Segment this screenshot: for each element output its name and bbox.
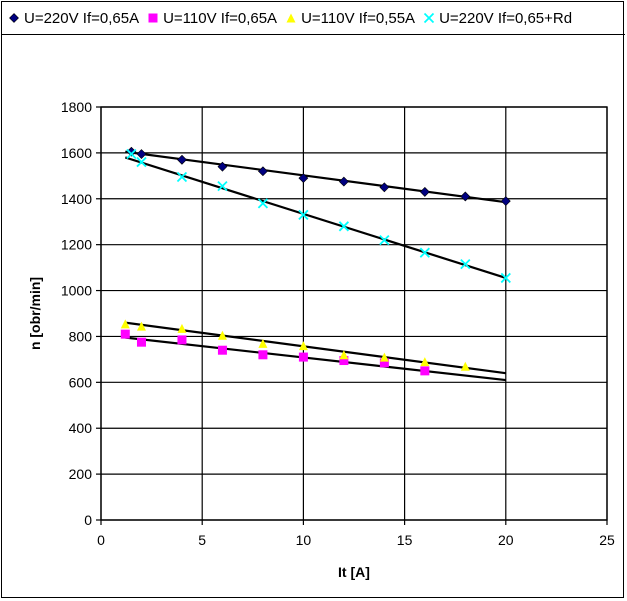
data-point [338,176,349,187]
data-point [339,350,349,360]
data-point [136,321,146,331]
data-point [379,234,390,246]
data-point [177,154,187,165]
x-tick-label: 15 [397,532,413,548]
data-point [460,191,471,202]
x-tick-label: 0 [97,532,105,548]
legend-marker [423,12,435,24]
y-tick-label: 0 [84,512,92,528]
y-tick-label: 1200 [61,237,92,253]
data-point [500,196,511,206]
legend: U=220V If=0,65A U=110V If=0,65A U=110V If=… [2,2,625,35]
data-point [419,247,430,258]
data-point [500,272,511,284]
x-tick-label: 20 [498,532,514,548]
data-point [298,341,308,351]
data-point [419,186,430,197]
legend-item: U=220V If=0,65A [8,10,139,27]
trendline [125,150,506,204]
data-point [257,198,269,209]
x-tick-label: 5 [198,532,206,548]
legend-item: U=110V If=0,65A [147,10,277,27]
data-point [379,352,389,362]
data-point [420,357,430,367]
data-point [177,335,187,345]
square-marker-icon [148,13,158,23]
data-point [298,209,309,220]
data-point [460,259,471,270]
data-point [136,337,146,347]
data-point [298,173,309,184]
legend-label: U=220V If=0,65+Rd [439,9,573,27]
data-point [120,319,130,329]
legend-label: U=220V If=0,65A [24,9,140,27]
data-point [257,166,268,177]
x-marker-icon [423,12,435,24]
grid-layer [100,106,608,521]
data-point [420,366,430,376]
data-point [339,356,349,366]
data-point [379,182,390,193]
data-point [258,350,268,360]
data-point [258,338,268,348]
x-axis-title: It [A] [338,564,370,580]
trendline [125,336,506,382]
data-point [217,330,227,340]
x-tick-label: 10 [296,532,312,548]
legend-label: U=110V If=0,65A [163,9,278,27]
data-point [217,161,228,172]
data-point [120,329,130,339]
trend-layer [124,150,507,382]
point-layer [120,146,511,376]
y-tick-label: 400 [69,420,93,436]
y-tick-label: 800 [69,328,93,344]
legend-item: U=110V If=0,55A [285,10,415,27]
data-point [217,345,227,355]
tick-layer: 0 200 400 600 800 1000 1200 1400 1600 1800 0 5 10 15 2… [61,99,615,548]
trendline [125,321,506,375]
data-point [136,156,147,168]
trendline [124,156,507,279]
y-tick-label: 1400 [61,191,92,207]
data-point [460,361,470,371]
y-tick-label: 200 [69,466,93,482]
y-axis-title: n [obr/min] [27,277,43,350]
data-point [338,221,350,232]
x-tick-label: 25 [599,532,615,548]
diamond-marker-icon [9,13,19,23]
legend-label: U=110V If=0,55A [301,9,416,27]
triangle-marker-icon [286,13,296,23]
data-point [126,148,137,160]
data-point [136,149,147,159]
data-point [217,181,228,192]
data-point [177,323,187,333]
legend-item: U=220V If=0,65+Rd [423,10,572,27]
y-tick-label: 1600 [61,145,92,161]
y-tick-label: 600 [69,374,93,390]
legend-marker [9,13,19,23]
data-point [176,171,188,183]
data-point [379,358,389,368]
legend-marker [148,13,158,23]
plot-area-border [100,106,608,521]
y-tick-label: 1000 [61,283,92,299]
data-point [298,352,308,362]
legend-marker [286,13,296,23]
y-tick-label: 1800 [61,99,92,115]
